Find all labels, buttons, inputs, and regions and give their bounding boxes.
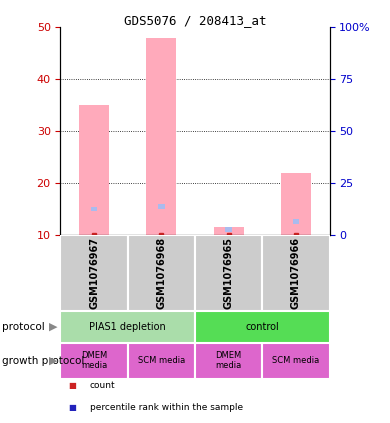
- Bar: [262, 235, 330, 311]
- Text: ▶: ▶: [49, 322, 58, 332]
- Bar: [91, 206, 98, 211]
- Text: GSM1076966: GSM1076966: [291, 237, 301, 309]
- Bar: [213, 227, 244, 235]
- Bar: [146, 38, 177, 235]
- Text: DMEM
media: DMEM media: [216, 351, 242, 370]
- Bar: [262, 343, 330, 379]
- Text: SCM media: SCM media: [272, 356, 319, 365]
- Bar: [195, 343, 262, 379]
- Text: growth protocol: growth protocol: [2, 356, 84, 365]
- Text: GDS5076 / 208413_at: GDS5076 / 208413_at: [124, 14, 266, 27]
- Text: count: count: [90, 381, 115, 390]
- Bar: [128, 235, 195, 311]
- Bar: [195, 311, 330, 343]
- Bar: [60, 311, 195, 343]
- Text: GSM1076967: GSM1076967: [89, 237, 99, 309]
- Bar: [292, 220, 299, 224]
- Bar: [60, 235, 128, 311]
- Text: control: control: [245, 322, 279, 332]
- Text: GSM1076965: GSM1076965: [223, 237, 234, 309]
- Text: DMEM
media: DMEM media: [81, 351, 107, 370]
- Bar: [60, 343, 128, 379]
- Bar: [158, 204, 165, 209]
- Bar: [281, 173, 311, 235]
- Text: GSM1076968: GSM1076968: [156, 237, 167, 309]
- Bar: [79, 105, 109, 235]
- Bar: [195, 235, 262, 311]
- Text: SCM media: SCM media: [138, 356, 185, 365]
- Text: PIAS1 depletion: PIAS1 depletion: [89, 322, 166, 332]
- Bar: [128, 343, 195, 379]
- Text: ▶: ▶: [49, 356, 58, 365]
- Text: protocol: protocol: [2, 322, 45, 332]
- Bar: [225, 227, 232, 232]
- Text: ■: ■: [68, 403, 76, 412]
- Text: percentile rank within the sample: percentile rank within the sample: [90, 403, 243, 412]
- Text: ■: ■: [68, 381, 76, 390]
